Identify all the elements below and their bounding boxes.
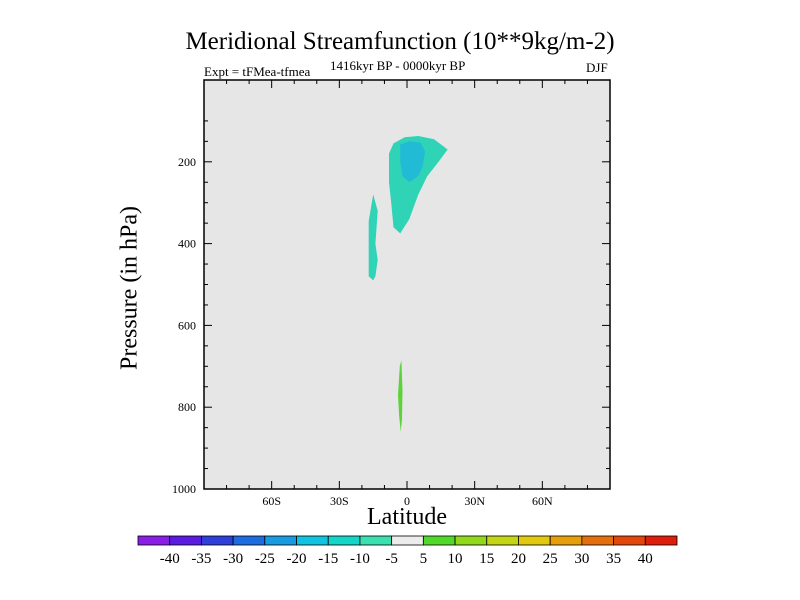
colorbar-label: -10 bbox=[350, 551, 370, 567]
x-tick-label: 60S bbox=[262, 494, 281, 508]
colorbar-box bbox=[296, 535, 329, 546]
colorbar-box bbox=[201, 535, 234, 546]
colorbar-box bbox=[232, 535, 266, 546]
colorbar-label: 25 bbox=[543, 551, 558, 567]
colorbar-label: 20 bbox=[511, 551, 526, 567]
colorbar-label: 15 bbox=[479, 551, 494, 567]
period-label: 1416kyr BP - 0000kyr BP bbox=[330, 58, 466, 73]
colorbar-label: 40 bbox=[638, 551, 653, 567]
experiment-label: Expt = tFMea-tfmea bbox=[204, 64, 311, 79]
colorbar-label: -25 bbox=[255, 551, 275, 567]
colorbar-label: 10 bbox=[448, 551, 463, 567]
x-tick-label: 30S bbox=[330, 494, 349, 508]
season-label: DJF bbox=[586, 60, 608, 75]
chart-title: Meridional Streamfunction (10**9kg/m-2) bbox=[185, 28, 615, 55]
x-tick-label: 30N bbox=[464, 494, 485, 508]
y-tick-label: 200 bbox=[178, 155, 196, 169]
colorbar-label: -20 bbox=[287, 551, 307, 567]
y-tick-label: 800 bbox=[178, 400, 196, 414]
x-axis-label: Latitude bbox=[367, 504, 447, 530]
colorbar-label: -30 bbox=[223, 551, 243, 567]
colorbar-box bbox=[422, 535, 456, 546]
x-tick-label: 0 bbox=[404, 494, 410, 508]
colorbar-label: 30 bbox=[574, 551, 589, 567]
colorbar-box bbox=[454, 535, 488, 546]
colorbar-box bbox=[581, 535, 614, 546]
colorbar-box bbox=[264, 535, 297, 546]
colorbar-label: 5 bbox=[420, 551, 428, 567]
contour-nh-upper-negative-core bbox=[400, 141, 425, 183]
colorbar-box bbox=[169, 535, 202, 546]
colorbar-box bbox=[549, 535, 583, 546]
colorbar-label: -40 bbox=[160, 551, 180, 567]
colorbar-box bbox=[613, 535, 646, 546]
colorbar-box bbox=[327, 535, 361, 546]
colorbar-box bbox=[518, 535, 551, 546]
colorbar-box bbox=[391, 535, 424, 546]
colorbar-box bbox=[644, 535, 678, 546]
colorbar-box bbox=[359, 535, 393, 546]
contour-sh-upper-negative bbox=[368, 194, 378, 281]
colorbar-box bbox=[137, 535, 171, 546]
y-tick-label: 400 bbox=[178, 237, 196, 251]
colorbar-label: -15 bbox=[318, 551, 338, 567]
colorbar-label: 35 bbox=[606, 551, 621, 567]
x-tick-label: 60N bbox=[532, 494, 553, 508]
colorbar-box bbox=[486, 535, 519, 546]
colorbar-label: -5 bbox=[385, 551, 398, 567]
y-tick-label: 1000 bbox=[172, 482, 196, 496]
colorbar-label: -35 bbox=[191, 551, 211, 567]
contour-lower-positive bbox=[398, 360, 403, 432]
y-tick-label: 600 bbox=[178, 318, 196, 332]
